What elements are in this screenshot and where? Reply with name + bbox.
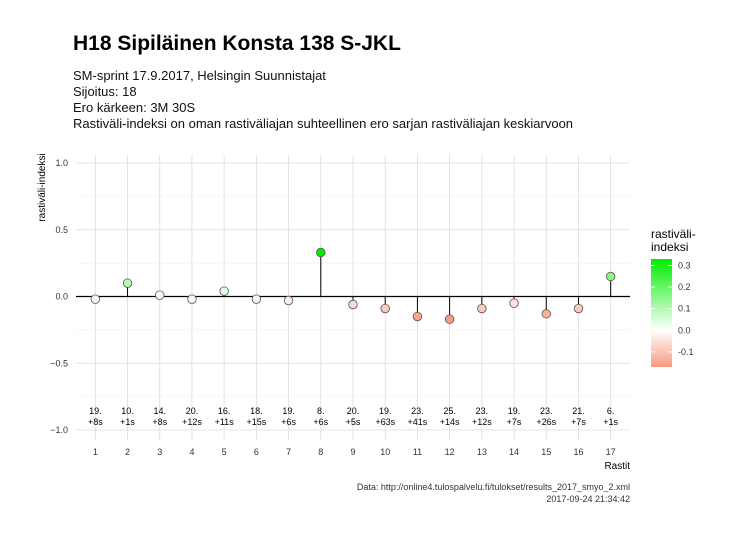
point-control-9 — [348, 299, 358, 310]
point-control-12 — [444, 314, 455, 324]
diff-label-9: +5s — [346, 417, 361, 427]
x-tick-label: 2 — [125, 447, 130, 457]
diff-label-14: +7s — [507, 417, 522, 427]
point-control-6 — [251, 294, 262, 304]
legend: rastiväli-indeksi 0.3 0.2 0.1 0.0 -0.1 — [651, 227, 696, 367]
legend-tick-label: 0.3 — [678, 260, 691, 270]
rank-label-3: 14. — [153, 406, 166, 416]
rank-label-8: 8. — [317, 406, 325, 416]
point-control-7 — [283, 295, 294, 306]
x-tick-label: 7 — [286, 447, 291, 457]
x-tick-label: 14 — [509, 447, 519, 457]
x-tick-label: 9 — [350, 447, 355, 457]
x-tick-label: 11 — [413, 447, 422, 457]
point-control-10 — [380, 303, 390, 314]
x-tick-label: 3 — [157, 447, 162, 457]
rank-label-2: 10. — [121, 406, 134, 416]
rank-label-17: 6. — [607, 406, 615, 416]
chart-subtitle-line-4: Rastiväli-indeksi on oman rastiväliajan … — [73, 116, 574, 131]
data-marks — [76, 247, 630, 324]
legend-tick-label: 0.0 — [678, 325, 691, 335]
y-tick-label: −0.5 — [50, 358, 68, 368]
caption-line: Data: http://online4.tulospalvelu.fi/tul… — [357, 482, 630, 492]
rank-label-16: 21. — [572, 406, 585, 416]
point-control-5 — [219, 286, 229, 296]
rank-label-9: 20. — [347, 406, 360, 416]
point-control-14 — [509, 298, 519, 308]
diff-label-6: +15s — [246, 417, 266, 427]
diff-label-13: +12s — [472, 417, 492, 427]
diff-label-11: +41s — [408, 417, 428, 427]
diff-label-2: +1s — [120, 417, 135, 427]
point-control-15 — [541, 309, 551, 319]
chart-title: H18 Sipiläinen Konsta 138 S-JKL — [73, 32, 401, 55]
diff-label-17: +1s — [603, 417, 618, 427]
x-axis-title: Rastit — [604, 461, 630, 472]
legend-tick-label: -0.1 — [678, 347, 694, 357]
diff-label-16: +7s — [571, 417, 586, 427]
rank-label-10: 19. — [379, 406, 392, 416]
point-control-4 — [187, 294, 197, 304]
x-tick-label: 15 — [541, 447, 551, 457]
y-tick-label: 0.0 — [55, 292, 68, 302]
chart-subtitle-line-2: Sijoitus: 18 — [73, 84, 137, 99]
y-tick-label: 1.0 — [55, 158, 68, 168]
x-tick-label: 16 — [573, 447, 583, 457]
rank-label-7: 19. — [282, 406, 295, 416]
x-tick-label: 10 — [380, 447, 390, 457]
legend-title-line: rastiväli- — [651, 227, 696, 241]
legend-colorbar — [651, 259, 672, 367]
x-tick-label: 6 — [254, 447, 259, 457]
diff-label-3: +8s — [152, 417, 167, 427]
y-tick-label: 0.5 — [55, 225, 68, 235]
diff-label-15: +26s — [536, 417, 556, 427]
diff-label-4: +12s — [182, 417, 202, 427]
legend-tick-label: 0.1 — [678, 304, 691, 314]
rank-label-5: 16. — [218, 406, 231, 416]
point-control-2 — [122, 278, 133, 288]
x-tick-label: 8 — [318, 447, 323, 457]
diff-label-10: +63s — [375, 417, 395, 427]
diff-label-5: +11s — [215, 417, 235, 427]
point-control-8 — [316, 247, 326, 258]
point-control-1 — [90, 294, 101, 304]
rank-label-6: 18. — [250, 406, 263, 416]
x-tick-label: 1 — [93, 447, 98, 457]
x-tick-label: 12 — [445, 447, 455, 457]
chart-subtitle-line-1: SM-sprint 17.9.2017, Helsingin Suunnista… — [73, 68, 326, 83]
x-tick-label: 5 — [222, 447, 227, 457]
y-tick-label: −1.0 — [50, 425, 68, 435]
x-tick-label: 13 — [477, 447, 487, 457]
diff-label-1: +8s — [88, 417, 103, 427]
x-tick-label: 17 — [606, 447, 616, 457]
point-control-16 — [573, 303, 584, 314]
rank-label-12: 25. — [443, 406, 456, 416]
diff-label-8: +6s — [313, 417, 328, 427]
chart-subtitle-line-3: Ero kärkeen: 3M 30S — [73, 100, 196, 115]
point-control-17 — [605, 271, 616, 282]
legend-tick-label: 0.2 — [678, 282, 691, 292]
point-control-3 — [155, 290, 165, 300]
diff-label-12: +14s — [440, 417, 460, 427]
point-control-11 — [412, 311, 423, 322]
x-tick-label: 4 — [189, 447, 194, 457]
y-axis-title: rastiväli-indeksi — [37, 153, 48, 221]
chart-text: −1.0−0.50.00.51.01 2 3 4 5 6 7 8 9 10 11 12 13 14 15 16… — [37, 153, 630, 504]
rank-label-4: 20. — [186, 406, 199, 416]
rank-label-13: 23. — [476, 406, 489, 416]
rank-label-15: 23. — [540, 406, 553, 416]
diff-label-7: +6s — [281, 417, 296, 427]
caption-line: 2017-09-24 21:34:42 — [546, 494, 630, 504]
rank-label-11: 23. — [411, 406, 424, 416]
rank-label-14: 19. — [508, 406, 521, 416]
point-control-13 — [477, 303, 487, 314]
legend-title-line: indeksi — [651, 240, 688, 254]
rank-label-1: 19. — [89, 406, 102, 416]
